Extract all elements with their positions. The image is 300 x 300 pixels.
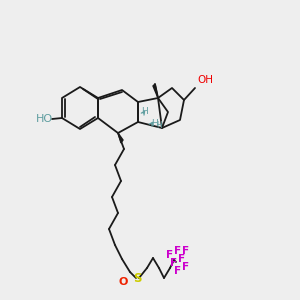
Text: F: F bbox=[182, 246, 190, 256]
Text: F: F bbox=[170, 258, 178, 268]
Text: F: F bbox=[178, 254, 186, 264]
Text: H: H bbox=[151, 119, 158, 128]
Text: H: H bbox=[156, 121, 162, 130]
Text: S: S bbox=[133, 272, 141, 284]
Text: O: O bbox=[118, 277, 128, 287]
Polygon shape bbox=[118, 133, 123, 143]
Text: F: F bbox=[174, 246, 182, 256]
Text: OH: OH bbox=[197, 75, 213, 85]
Text: H: H bbox=[141, 107, 147, 116]
Polygon shape bbox=[153, 84, 158, 98]
Text: F: F bbox=[182, 262, 190, 272]
Text: F: F bbox=[167, 250, 174, 260]
Text: F: F bbox=[174, 266, 182, 276]
Text: HO: HO bbox=[36, 114, 53, 124]
